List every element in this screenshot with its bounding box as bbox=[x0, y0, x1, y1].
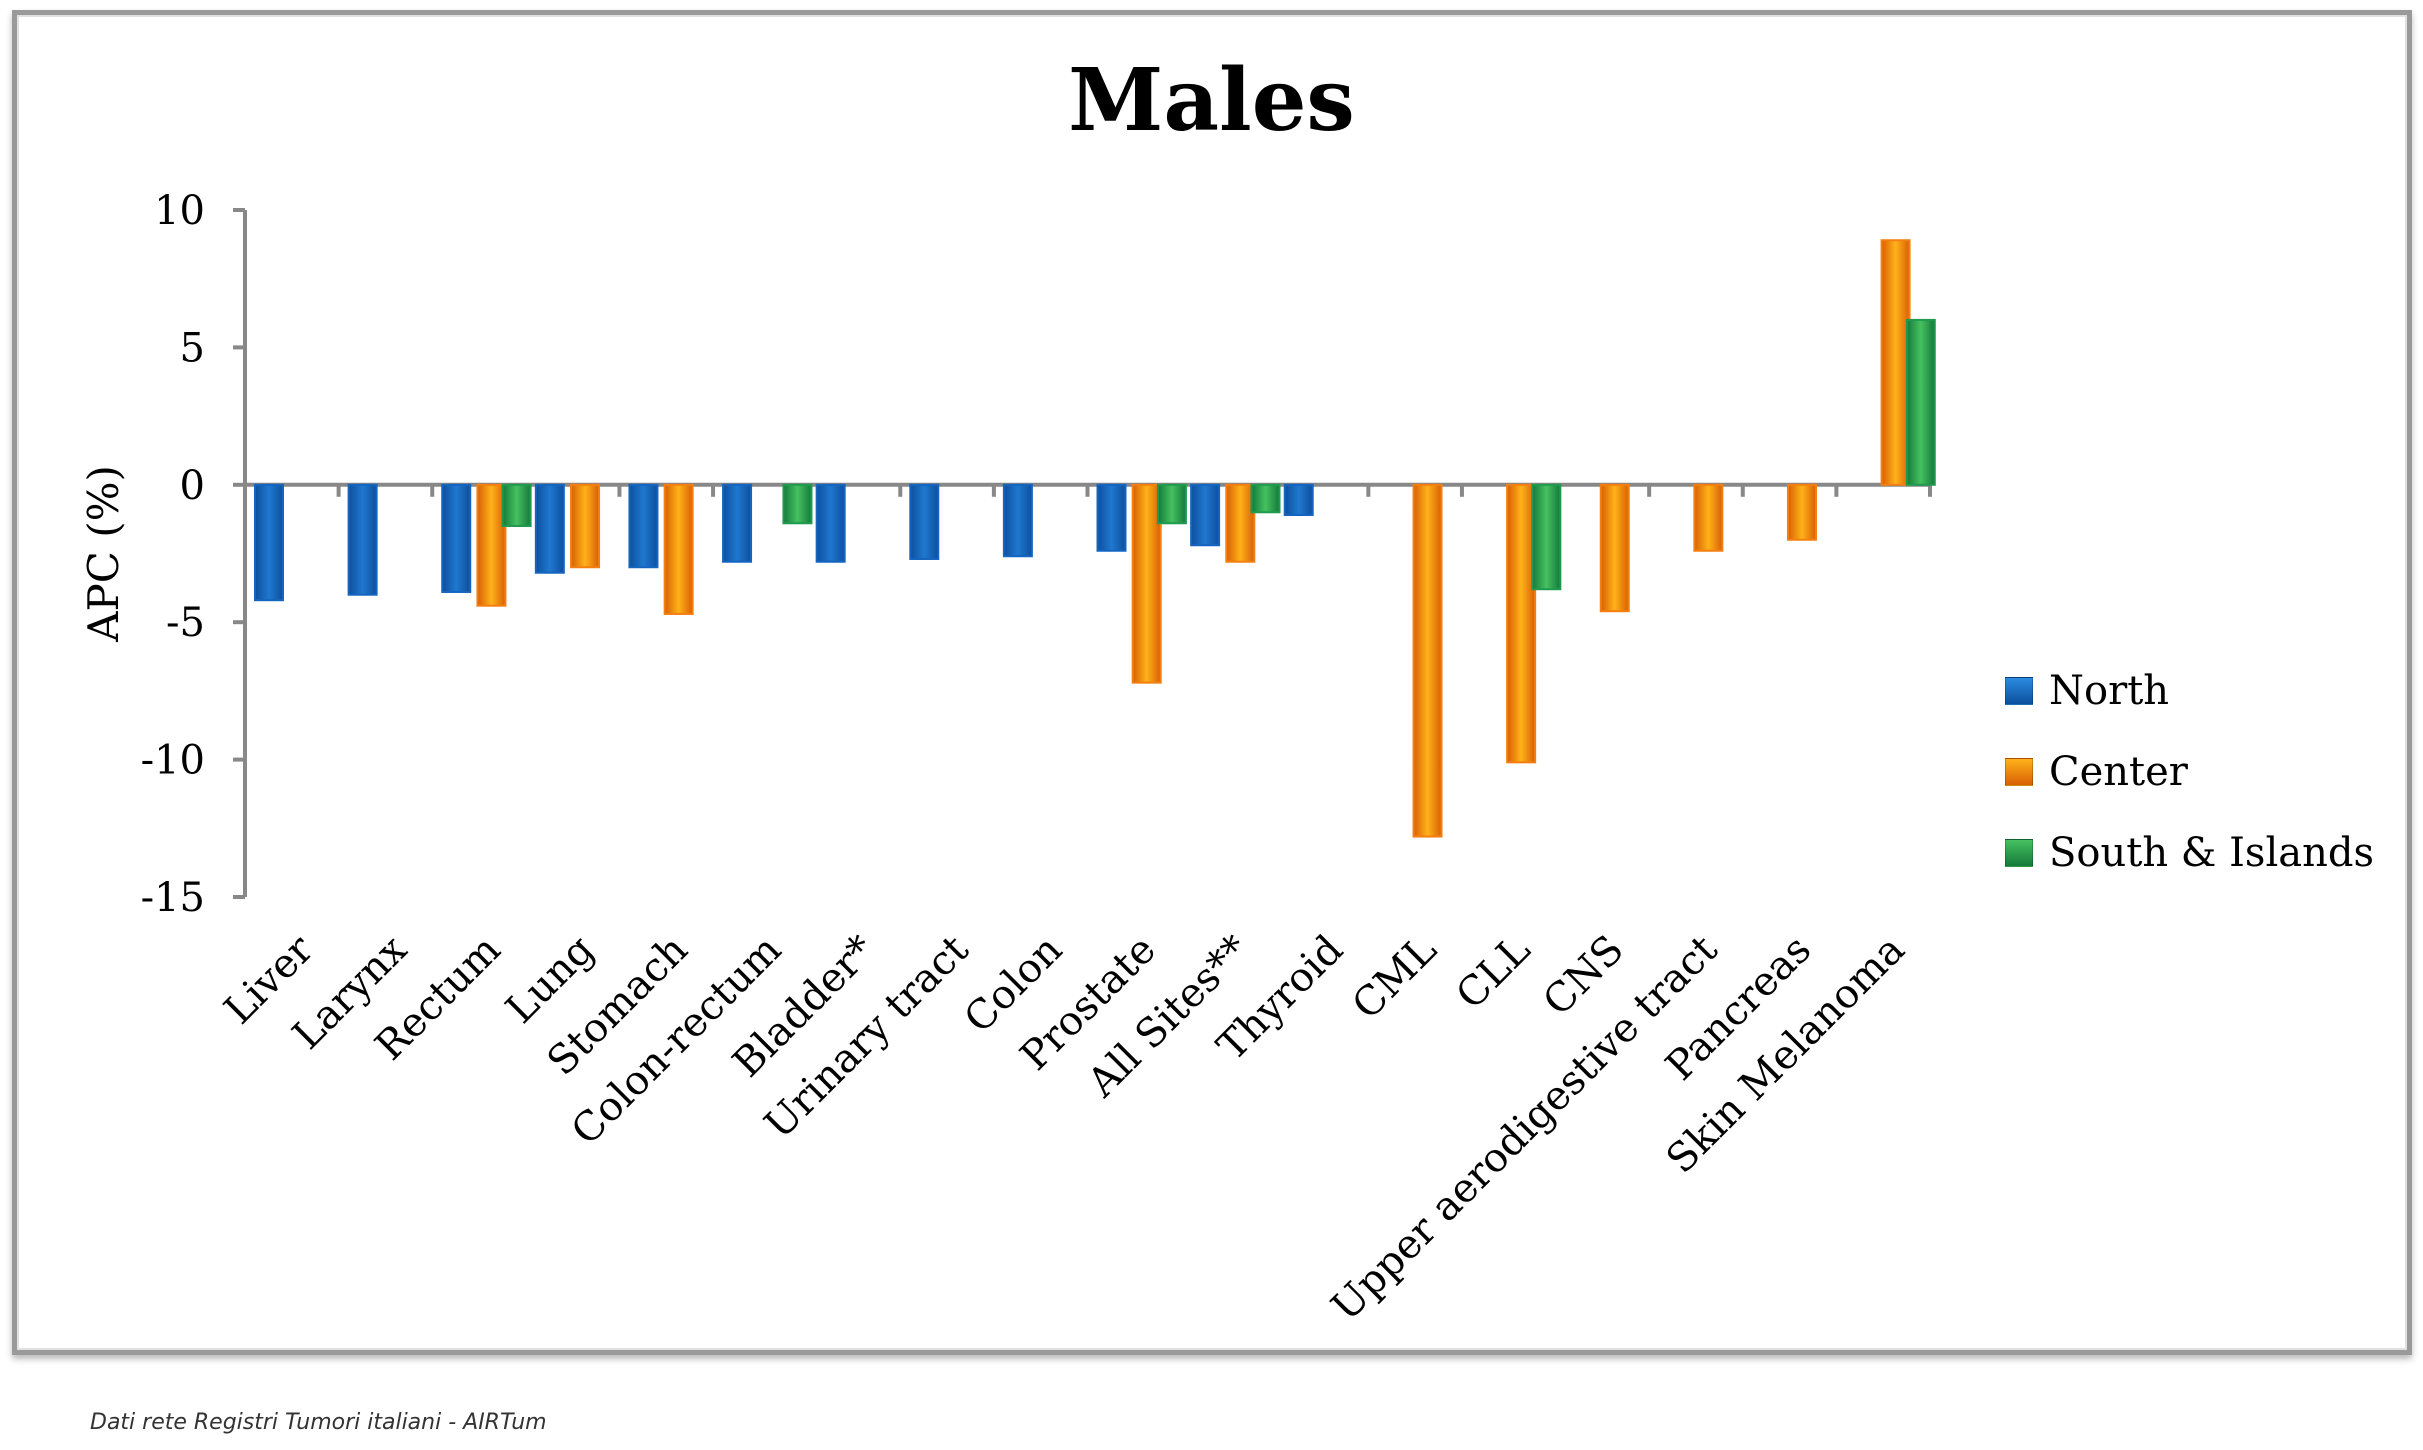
bar-center bbox=[1412, 483, 1443, 838]
bar-north bbox=[628, 483, 659, 569]
legend-item-south: South & Islands bbox=[2005, 812, 2374, 893]
y-tick-label: -5 bbox=[166, 600, 205, 646]
x-tick-label: CML bbox=[1344, 927, 1446, 1029]
bar-center bbox=[1506, 483, 1537, 764]
bar-south-islands bbox=[1905, 318, 1936, 486]
bar-north bbox=[1283, 483, 1314, 517]
bar-north bbox=[909, 483, 940, 560]
bar-south-islands bbox=[501, 483, 532, 528]
bar-north bbox=[815, 483, 846, 563]
bar-north bbox=[1096, 483, 1127, 552]
bar-center bbox=[1225, 483, 1256, 563]
bar-center bbox=[1786, 483, 1817, 541]
bar-center bbox=[663, 483, 694, 615]
y-tick-label: 5 bbox=[180, 325, 205, 371]
legend-item-north: North bbox=[2005, 650, 2374, 731]
bar-center bbox=[476, 483, 507, 607]
legend: North Center South & Islands bbox=[2005, 650, 2374, 893]
bar-center bbox=[1131, 483, 1162, 684]
bar-north bbox=[254, 483, 284, 602]
bar-south-islands bbox=[782, 483, 813, 525]
bar-north bbox=[1190, 483, 1221, 547]
y-tick-label: 0 bbox=[180, 463, 205, 509]
bar-north bbox=[441, 483, 472, 593]
chart-title: Males bbox=[1068, 50, 1355, 151]
bar-north bbox=[722, 483, 753, 563]
y-axis-label: APC (%) bbox=[79, 465, 128, 643]
bar-center bbox=[1693, 483, 1724, 552]
legend-label: North bbox=[2049, 667, 2170, 714]
legend-item-center: Center bbox=[2005, 731, 2374, 812]
y-tick-label: 10 bbox=[154, 188, 205, 234]
bar-north bbox=[534, 483, 565, 574]
source-note: Dati rete Registri Tumori italiani - AIR… bbox=[90, 1410, 547, 1435]
bar-center bbox=[570, 483, 601, 569]
y-tick-label: -15 bbox=[141, 875, 205, 921]
bar-south-islands bbox=[1250, 483, 1281, 514]
legend-label: Center bbox=[2049, 748, 2188, 795]
bar-north bbox=[347, 483, 378, 596]
bar-south-islands bbox=[1531, 483, 1562, 591]
legend-swatch-center bbox=[2005, 757, 2033, 786]
bar-center bbox=[1599, 483, 1630, 613]
x-tick-label: CLL bbox=[1447, 927, 1539, 1019]
y-tick-label: -10 bbox=[141, 738, 205, 784]
bar-north bbox=[1002, 483, 1033, 558]
legend-swatch-south bbox=[2005, 838, 2033, 867]
bar-south-islands bbox=[1156, 483, 1187, 525]
legend-label: South & Islands bbox=[2049, 829, 2374, 876]
bar-center bbox=[1880, 239, 1911, 486]
legend-swatch-north bbox=[2005, 676, 2033, 705]
